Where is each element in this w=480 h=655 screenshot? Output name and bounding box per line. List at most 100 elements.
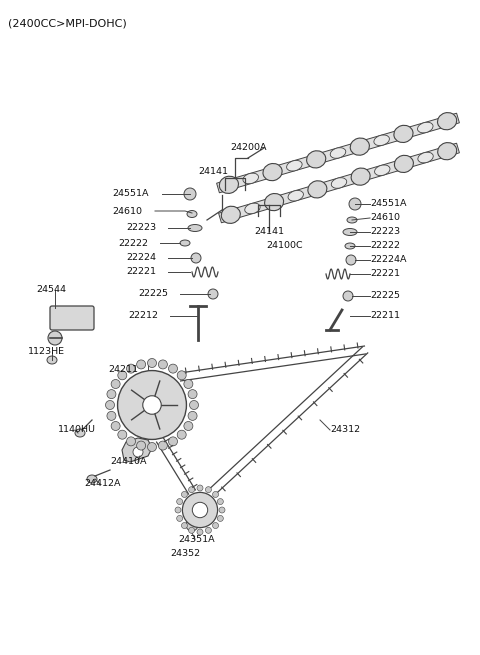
Ellipse shape bbox=[205, 527, 211, 533]
Ellipse shape bbox=[137, 441, 145, 450]
Ellipse shape bbox=[264, 193, 284, 211]
Ellipse shape bbox=[345, 243, 355, 249]
Text: 1123HE: 1123HE bbox=[28, 348, 65, 356]
Ellipse shape bbox=[127, 437, 135, 446]
Text: 24412A: 24412A bbox=[84, 479, 120, 489]
Ellipse shape bbox=[418, 122, 433, 133]
Ellipse shape bbox=[118, 371, 127, 380]
Text: 24352: 24352 bbox=[170, 550, 200, 559]
Text: 22222: 22222 bbox=[370, 242, 400, 250]
Circle shape bbox=[208, 289, 218, 299]
Ellipse shape bbox=[374, 135, 389, 145]
Text: 24200A: 24200A bbox=[230, 143, 266, 153]
Ellipse shape bbox=[205, 487, 211, 493]
Ellipse shape bbox=[287, 160, 302, 171]
Ellipse shape bbox=[330, 148, 346, 159]
Text: 24544: 24544 bbox=[36, 286, 66, 295]
Ellipse shape bbox=[189, 527, 194, 533]
Ellipse shape bbox=[127, 364, 135, 373]
Ellipse shape bbox=[111, 422, 120, 430]
Ellipse shape bbox=[187, 210, 197, 217]
Text: 22225: 22225 bbox=[138, 290, 168, 299]
Ellipse shape bbox=[107, 390, 116, 399]
Ellipse shape bbox=[180, 240, 190, 246]
Ellipse shape bbox=[107, 411, 116, 421]
Ellipse shape bbox=[181, 523, 188, 529]
Text: 22212: 22212 bbox=[128, 312, 158, 320]
Ellipse shape bbox=[219, 507, 225, 513]
Ellipse shape bbox=[106, 400, 115, 409]
Text: 22225: 22225 bbox=[370, 291, 400, 301]
Ellipse shape bbox=[158, 360, 168, 369]
Circle shape bbox=[48, 331, 62, 345]
Circle shape bbox=[186, 519, 198, 531]
Ellipse shape bbox=[418, 152, 433, 163]
Circle shape bbox=[346, 255, 356, 265]
Ellipse shape bbox=[217, 515, 223, 521]
Circle shape bbox=[118, 371, 186, 440]
Text: 22211: 22211 bbox=[370, 312, 400, 320]
Ellipse shape bbox=[190, 400, 199, 409]
Circle shape bbox=[349, 198, 361, 210]
Text: 24551A: 24551A bbox=[370, 200, 407, 208]
Text: 22221: 22221 bbox=[126, 267, 156, 276]
Text: 24211: 24211 bbox=[108, 365, 138, 375]
Ellipse shape bbox=[137, 360, 145, 369]
Ellipse shape bbox=[331, 178, 347, 188]
Ellipse shape bbox=[111, 379, 120, 388]
Ellipse shape bbox=[437, 113, 456, 130]
Ellipse shape bbox=[438, 143, 456, 160]
Ellipse shape bbox=[347, 217, 357, 223]
Text: (2400CC>MPI-DOHC): (2400CC>MPI-DOHC) bbox=[8, 18, 127, 28]
Text: 24610: 24610 bbox=[370, 214, 400, 223]
FancyBboxPatch shape bbox=[50, 306, 94, 330]
Ellipse shape bbox=[189, 487, 194, 493]
Circle shape bbox=[191, 253, 201, 263]
Ellipse shape bbox=[394, 125, 413, 143]
Text: 22221: 22221 bbox=[370, 269, 400, 278]
Ellipse shape bbox=[197, 529, 203, 535]
Ellipse shape bbox=[395, 155, 413, 172]
Ellipse shape bbox=[147, 443, 156, 451]
Ellipse shape bbox=[188, 411, 197, 421]
Ellipse shape bbox=[217, 498, 223, 504]
Text: 22222: 22222 bbox=[118, 238, 148, 248]
Ellipse shape bbox=[147, 358, 156, 367]
Ellipse shape bbox=[263, 164, 282, 181]
Polygon shape bbox=[216, 113, 459, 193]
Polygon shape bbox=[122, 438, 152, 462]
Text: 22223: 22223 bbox=[126, 223, 156, 233]
Ellipse shape bbox=[158, 441, 168, 450]
Ellipse shape bbox=[351, 168, 370, 185]
Text: 22224: 22224 bbox=[126, 253, 156, 263]
Ellipse shape bbox=[175, 507, 181, 513]
Text: 24141: 24141 bbox=[198, 166, 228, 176]
Ellipse shape bbox=[47, 356, 57, 364]
Ellipse shape bbox=[307, 151, 326, 168]
Ellipse shape bbox=[343, 229, 357, 236]
Ellipse shape bbox=[219, 176, 239, 193]
Text: 22223: 22223 bbox=[370, 227, 400, 236]
Ellipse shape bbox=[308, 181, 327, 198]
Ellipse shape bbox=[177, 430, 186, 440]
Text: 24351A: 24351A bbox=[178, 534, 215, 544]
Text: 24312: 24312 bbox=[330, 426, 360, 434]
Text: 22224A: 22224A bbox=[370, 255, 407, 265]
Ellipse shape bbox=[213, 523, 218, 529]
Ellipse shape bbox=[350, 138, 370, 155]
Circle shape bbox=[143, 396, 161, 414]
Circle shape bbox=[182, 493, 217, 527]
Ellipse shape bbox=[188, 225, 202, 231]
Ellipse shape bbox=[245, 203, 260, 214]
Text: 24410A: 24410A bbox=[110, 457, 146, 466]
Polygon shape bbox=[218, 143, 459, 223]
Circle shape bbox=[133, 447, 143, 457]
Text: 24610: 24610 bbox=[112, 206, 142, 215]
Ellipse shape bbox=[168, 437, 178, 446]
Ellipse shape bbox=[181, 491, 188, 497]
Ellipse shape bbox=[118, 430, 127, 440]
Ellipse shape bbox=[75, 429, 85, 437]
Ellipse shape bbox=[188, 390, 197, 399]
Ellipse shape bbox=[168, 364, 178, 373]
Circle shape bbox=[184, 188, 196, 200]
